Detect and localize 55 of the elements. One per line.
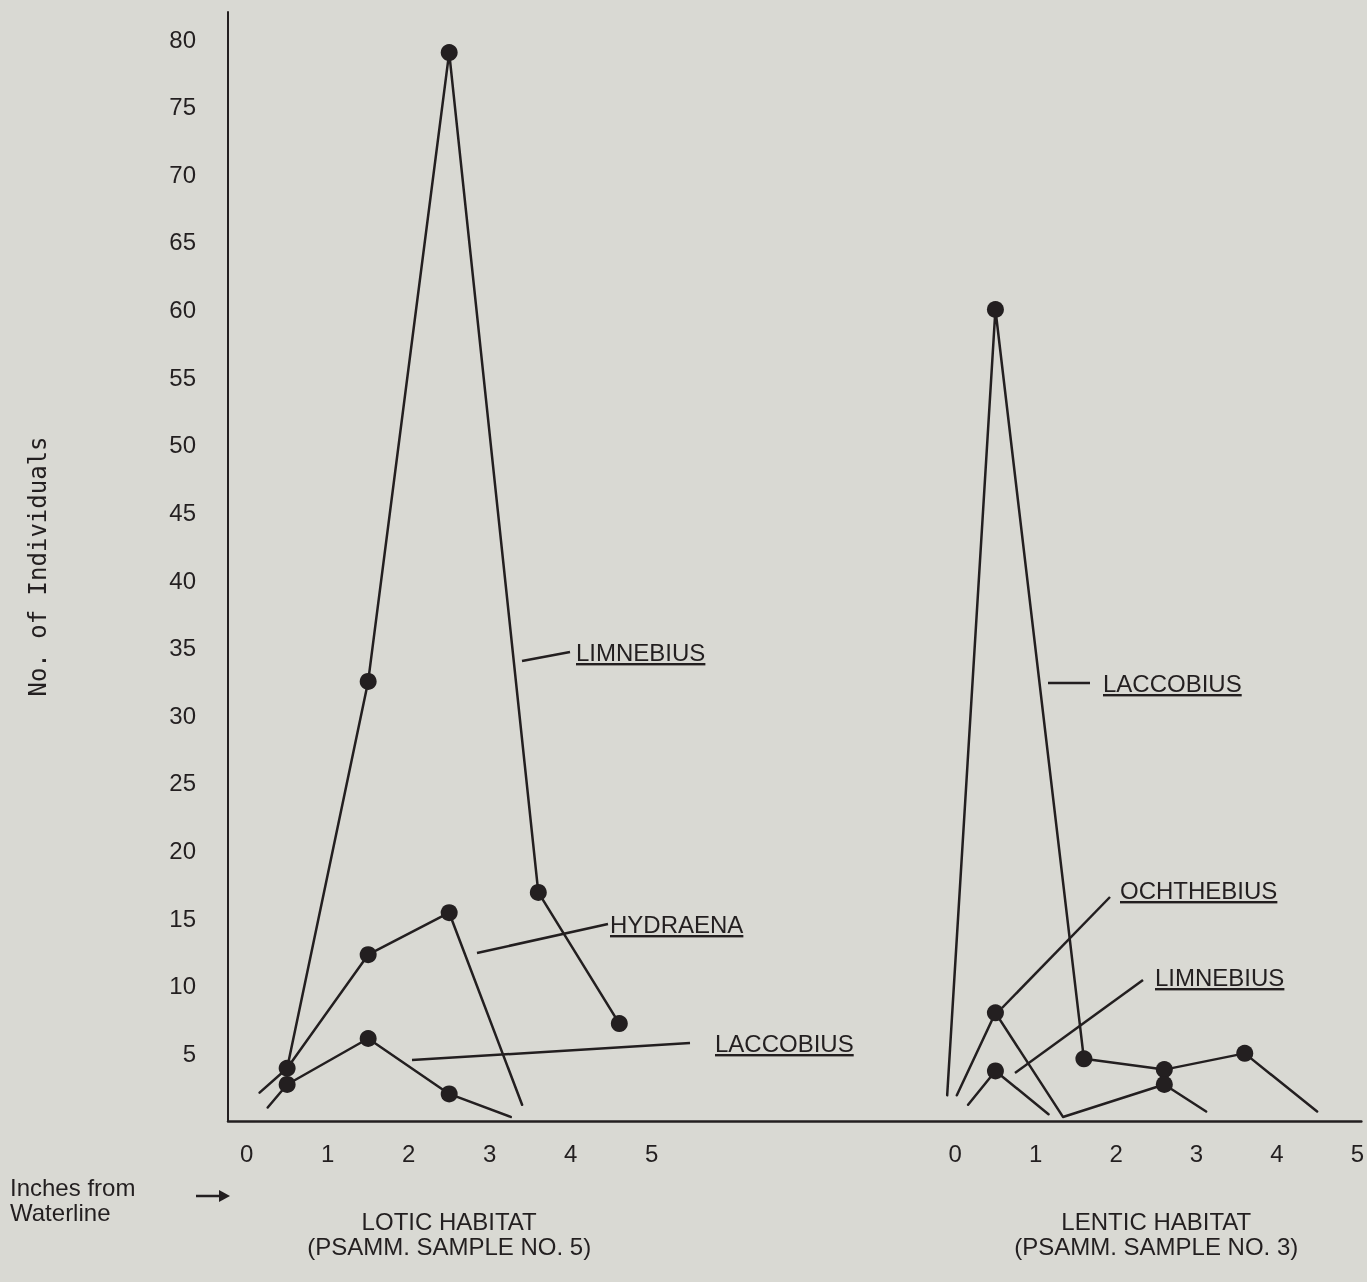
point: [359, 1030, 377, 1047]
text: LACCOBIUS: [715, 1030, 854, 1057]
point: [278, 1075, 296, 1093]
y-tick-label: 50: [169, 431, 196, 459]
y-tick-label: 75: [169, 93, 196, 121]
x-tick-label: 5: [645, 1139, 659, 1167]
x-tick-label: 4: [1270, 1139, 1284, 1167]
point: [359, 946, 377, 964]
y-axis-title: No. of Individuals: [24, 436, 52, 697]
point: [440, 1085, 458, 1103]
x-axis-title: LENTIC HABITAT (PSAMM. SAMPLE NO. 3): [1014, 1208, 1299, 1261]
y-tick-label: 70: [169, 160, 196, 188]
point: [440, 44, 458, 62]
x-tick-label: 1: [1028, 1139, 1043, 1167]
y-tick-label: 30: [169, 701, 196, 729]
y-tick-label: 55: [169, 363, 196, 391]
y-tick-label: 80: [169, 25, 196, 53]
point: [359, 672, 377, 690]
point: [278, 1059, 296, 1077]
y-tick-label: 15: [169, 904, 196, 932]
text: Inches from Waterline: [10, 1174, 136, 1227]
y-tick-label: 45: [169, 498, 196, 526]
x-tick-label: 4: [564, 1139, 578, 1167]
y-tick-label: 35: [169, 634, 196, 662]
point: [440, 904, 458, 922]
x-tick-label: 3: [483, 1139, 497, 1167]
point: [1075, 1050, 1093, 1068]
x-tick-label: 5: [1350, 1139, 1365, 1167]
y-tick-label: 10: [169, 972, 196, 1000]
x-tick-label: 2: [1109, 1139, 1123, 1167]
point: [986, 1004, 1004, 1022]
text: OCHTHEBIUS: [1120, 877, 1278, 904]
point: [986, 1062, 1004, 1080]
point: [529, 883, 547, 901]
x-tick-label: 0: [239, 1139, 254, 1167]
y-tick-label: 25: [169, 769, 196, 797]
text: LIMNEBIUS: [1155, 964, 1285, 991]
legend-label: LIMNEBIUS: [576, 639, 706, 666]
point: [1155, 1075, 1173, 1093]
x-axis-title: LOTIC HABITAT (PSAMM. SAMPLE NO. 5): [307, 1208, 592, 1261]
x-tick-label: 0: [948, 1139, 962, 1167]
y-tick-label: 20: [169, 837, 196, 865]
x-tick-label: 1: [320, 1139, 335, 1167]
y-tick-label: 5: [182, 1039, 196, 1067]
x-tick-label: 3: [1189, 1139, 1204, 1167]
text: HYDRAENA: [610, 911, 744, 938]
x-tick-label: 2: [401, 1139, 416, 1167]
point: [1155, 1061, 1173, 1079]
y-tick-label: 60: [169, 296, 196, 324]
point: [610, 1015, 628, 1033]
point: [1236, 1044, 1254, 1062]
y-tick-label: 65: [169, 228, 196, 256]
legend-label: LACCOBIUS: [1103, 670, 1242, 697]
point: [986, 301, 1004, 318]
y-tick-label: 40: [169, 566, 196, 594]
